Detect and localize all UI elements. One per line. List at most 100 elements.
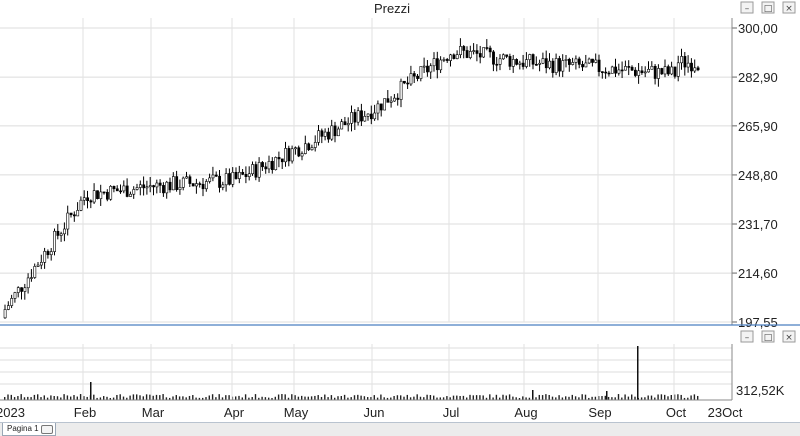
volume-bar — [627, 396, 630, 400]
volume-bar — [4, 397, 6, 400]
volume-bar — [27, 396, 29, 400]
volume-bar — [271, 397, 273, 400]
volume-bar — [591, 396, 593, 400]
price-tick-label: 248,80 — [738, 168, 778, 183]
candle-body — [363, 116, 367, 122]
svg-text:×: × — [785, 4, 793, 14]
volume-bar — [396, 395, 399, 400]
svg-text:□: □ — [764, 333, 773, 343]
candle-body — [680, 56, 684, 64]
candle-body — [109, 186, 113, 200]
candle-body — [39, 262, 43, 266]
chart-title: Prezzi — [374, 1, 410, 16]
candle-body — [624, 66, 627, 71]
sheet-tab[interactable]: Pagina 1 — [2, 423, 56, 436]
candle-body — [267, 160, 271, 170]
volume-bar — [403, 396, 405, 400]
price-restore-button[interactable]: □ — [761, 1, 775, 14]
date-label: Apr — [224, 405, 245, 420]
volume-minimize-button[interactable]: – — [740, 330, 754, 343]
candle-body — [198, 183, 202, 185]
volume-bar — [343, 394, 346, 400]
candle-body — [600, 71, 604, 73]
volume-bar — [482, 395, 484, 400]
volume-bar — [551, 396, 554, 400]
volume-bar — [400, 395, 402, 400]
volume-bar — [459, 395, 461, 400]
candle-body — [369, 113, 373, 120]
volume-bar — [452, 395, 455, 400]
volume-bar — [485, 397, 488, 400]
volume-bar — [149, 394, 151, 400]
stock-chart[interactable]: Prezzi 300,00 282,90 265,90 248,80 231,70 214… — [0, 0, 800, 422]
candle-body — [307, 143, 311, 151]
volume-bar — [37, 394, 39, 400]
date-label: Sep — [588, 405, 611, 420]
candle-body — [261, 162, 264, 168]
volume-bar — [561, 397, 564, 400]
candle-body — [270, 160, 274, 171]
volume-close-button[interactable]: × — [782, 330, 796, 343]
volume-bar — [373, 395, 375, 400]
volume-bar — [522, 396, 524, 400]
candle-body — [73, 214, 76, 217]
volume-bar — [235, 396, 237, 400]
candle-body — [181, 177, 185, 188]
candle-body — [139, 184, 142, 188]
volume-bar — [594, 396, 597, 400]
candle-body — [538, 62, 542, 65]
volume-bar — [489, 394, 491, 400]
candle-body — [577, 58, 581, 65]
volume-bar — [492, 397, 494, 400]
candle-body — [79, 199, 83, 211]
candle-body — [686, 62, 690, 68]
candle-body — [650, 66, 654, 70]
volume-bar — [670, 394, 672, 400]
candle-body — [238, 171, 241, 179]
volume-bar — [505, 395, 507, 400]
candle-body — [53, 230, 57, 252]
volume-bar — [436, 397, 438, 400]
candle-body — [188, 176, 192, 184]
candle-body — [69, 212, 73, 216]
volume-bar — [446, 396, 448, 400]
volume-bar — [274, 396, 276, 400]
volume-bar — [611, 397, 613, 400]
candle-body — [633, 69, 637, 76]
candle-body — [96, 190, 99, 200]
volume-bar — [324, 394, 326, 400]
candle-body — [495, 63, 499, 66]
volume-restore-button[interactable]: □ — [761, 330, 775, 343]
candle-body — [610, 66, 614, 74]
volume-bar — [624, 394, 626, 400]
candle-body — [455, 54, 459, 59]
volume-bar — [152, 395, 154, 400]
volume-bar — [545, 394, 547, 400]
candle-body — [323, 131, 327, 137]
candle-body — [571, 62, 575, 65]
volume-bar — [122, 396, 125, 400]
candle-body — [409, 73, 413, 85]
volume-bar — [258, 397, 260, 400]
volume-bar — [350, 397, 352, 400]
volume-bar — [538, 394, 540, 400]
volume-bar — [66, 395, 69, 400]
candle-body — [310, 147, 314, 151]
volume-bar — [96, 397, 98, 400]
price-minimize-button[interactable]: – — [740, 1, 754, 14]
candle-body — [102, 191, 106, 194]
candle-body — [221, 184, 225, 188]
volume-panel: 312,52K — [0, 344, 785, 400]
volume-bar — [673, 394, 676, 400]
price-close-button[interactable]: × — [782, 1, 796, 14]
candle-body — [521, 62, 525, 67]
candle-body — [574, 58, 578, 63]
candle-body — [290, 148, 294, 162]
candle-body — [66, 212, 70, 230]
candle-body — [122, 185, 126, 192]
candle-body — [406, 82, 410, 85]
price-tick-label: 300,00 — [738, 21, 778, 36]
date-label: Mar — [142, 405, 165, 420]
candle-body — [660, 68, 664, 75]
volume-bar — [532, 390, 534, 400]
